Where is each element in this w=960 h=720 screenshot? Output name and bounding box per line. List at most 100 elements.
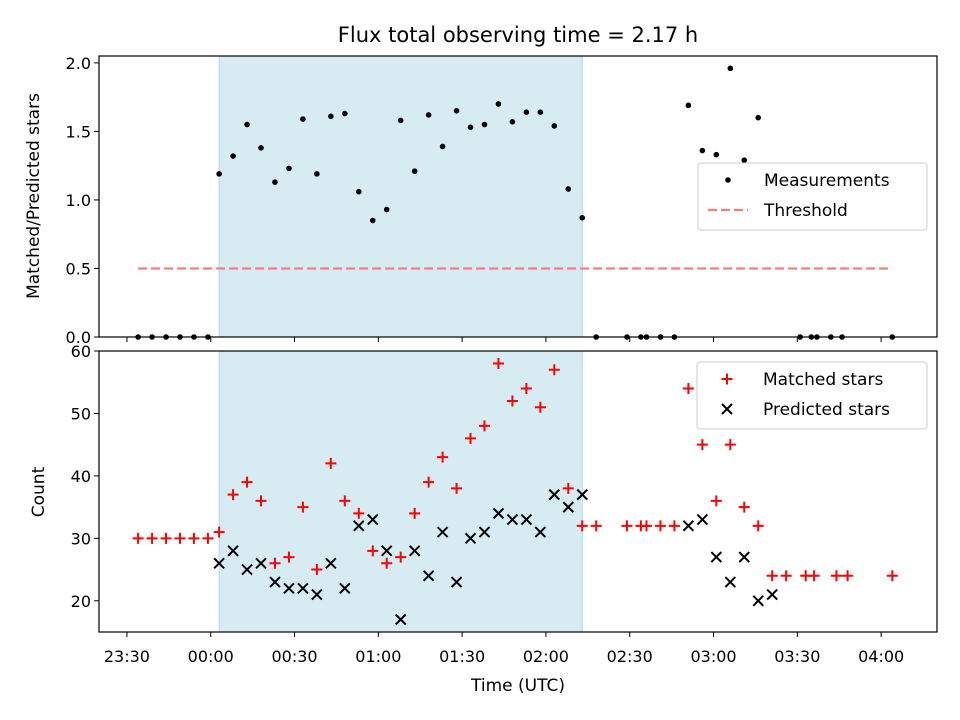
matched-star-point: [188, 532, 200, 544]
matched-star-point: [808, 570, 820, 582]
y-tick-label: 0.0: [66, 328, 91, 347]
matched-star-point: [842, 570, 854, 582]
matched-star-point: [640, 520, 652, 532]
x-tick-label: 00:00: [188, 647, 234, 666]
matched-star-point: [255, 495, 267, 507]
predicted-star-point: [450, 576, 463, 588]
matched-star-point: [478, 420, 490, 432]
matched-star-point: [562, 482, 574, 494]
predicted-star-point: [576, 488, 588, 501]
predicted-star-point: [339, 582, 351, 594]
measurement-point: [481, 121, 488, 128]
matched-star-point: [160, 532, 172, 544]
top-y-axis-label: Matched/Predicted stars: [24, 93, 44, 299]
predicted-star-point: [311, 588, 323, 601]
y-tick-label: 2.0: [66, 54, 91, 73]
observing-interval-shade: [218, 55, 583, 338]
legend-predicted-swatch: [721, 403, 733, 415]
predicted-star-point: [408, 545, 421, 557]
legend-box: [696, 361, 928, 430]
y-tick-label: 20: [71, 592, 91, 611]
measurement-point: [328, 113, 334, 120]
axes-frame: [98, 350, 938, 633]
measurement-point: [411, 168, 418, 174]
observing-interval-shade: [218, 350, 583, 633]
matched-star-point: [682, 382, 694, 394]
matched-star-point: [654, 520, 666, 532]
matched-star-point: [202, 532, 214, 544]
predicted-star-point: [325, 557, 337, 570]
measurement-point: [258, 145, 264, 151]
measurement-point: [727, 65, 734, 72]
matched-star-point: [710, 495, 722, 507]
chart-title: Flux total observing time = 2.17 h: [338, 23, 698, 47]
measurement-point: [453, 108, 460, 114]
matched-star-point: [325, 457, 337, 469]
legend-label: Predicted stars: [763, 400, 890, 420]
x-tick-label: 00:30: [271, 647, 317, 666]
x-tick-label: 02:30: [607, 647, 653, 666]
matched-star-point: [668, 520, 680, 532]
measurement-point: [685, 102, 692, 109]
matched-star-point: [146, 532, 158, 544]
matched-star-point: [724, 439, 736, 451]
predicted-star-point: [534, 526, 547, 538]
x-tick-label: 04:00: [858, 647, 904, 666]
y-tick-label: 1.0: [66, 191, 91, 210]
matched-star-point: [520, 382, 532, 394]
legend: Measurements Threshold: [697, 162, 928, 231]
measurement-point: [300, 116, 306, 122]
measurement-point: [425, 112, 432, 118]
measurement-point: [383, 206, 390, 213]
matched-star-point: [381, 557, 393, 569]
measurement-point: [565, 186, 572, 192]
predicted-star-point: [255, 557, 267, 570]
matched-star-point: [451, 482, 463, 494]
matched-star-point: [227, 489, 239, 501]
measurement-point: [755, 114, 762, 121]
matched-star-point: [132, 532, 144, 544]
predicted-star-point: [297, 582, 309, 594]
measurement-point: [579, 214, 586, 221]
matched-star-point: [621, 520, 633, 532]
predicted-star-point: [752, 595, 764, 607]
predicted-star-point: [478, 526, 491, 538]
predicted-star-point: [381, 545, 393, 557]
legend: Matched stars Predicted stars: [696, 361, 928, 430]
matched-star-point: [830, 570, 842, 582]
measurement-point: [342, 110, 348, 117]
matched-star-point: [534, 401, 546, 413]
y-tick-label: 60: [71, 342, 91, 361]
legend-box: [697, 162, 928, 231]
matched-star-point: [548, 364, 560, 376]
measurement-point: [272, 179, 278, 185]
axes-frame: [98, 55, 938, 338]
measurement-point: [397, 117, 404, 124]
matched-star-point: [465, 432, 477, 444]
matched-star-point: [269, 557, 281, 569]
y-tick-label: 40: [71, 467, 91, 486]
predicted-star-point: [710, 551, 723, 563]
predicted-star-point: [738, 551, 750, 563]
measurement-point: [439, 143, 446, 150]
measurement-point: [369, 217, 376, 224]
matched-star-point: [590, 520, 602, 532]
matched-star-point: [738, 501, 750, 513]
matched-star-point: [311, 564, 323, 576]
matched-star-point: [506, 395, 518, 407]
x-tick-label: 02:00: [523, 647, 569, 666]
matched-star-point: [241, 476, 253, 488]
x-tick-label: 01:00: [355, 647, 401, 666]
x-tick-label: 23:30: [104, 647, 150, 666]
legend-label: Matched stars: [763, 370, 883, 390]
matched-star-point: [752, 520, 764, 532]
predicted-star-point: [367, 513, 379, 526]
predicted-star-point: [724, 576, 737, 588]
matched-star-point: [423, 476, 435, 488]
y-tick-label: 30: [71, 529, 91, 548]
measurement-point: [230, 153, 236, 159]
predicted-star-point: [353, 520, 365, 532]
x-tick-label: 03:00: [690, 647, 736, 666]
measurement-point: [713, 151, 720, 158]
